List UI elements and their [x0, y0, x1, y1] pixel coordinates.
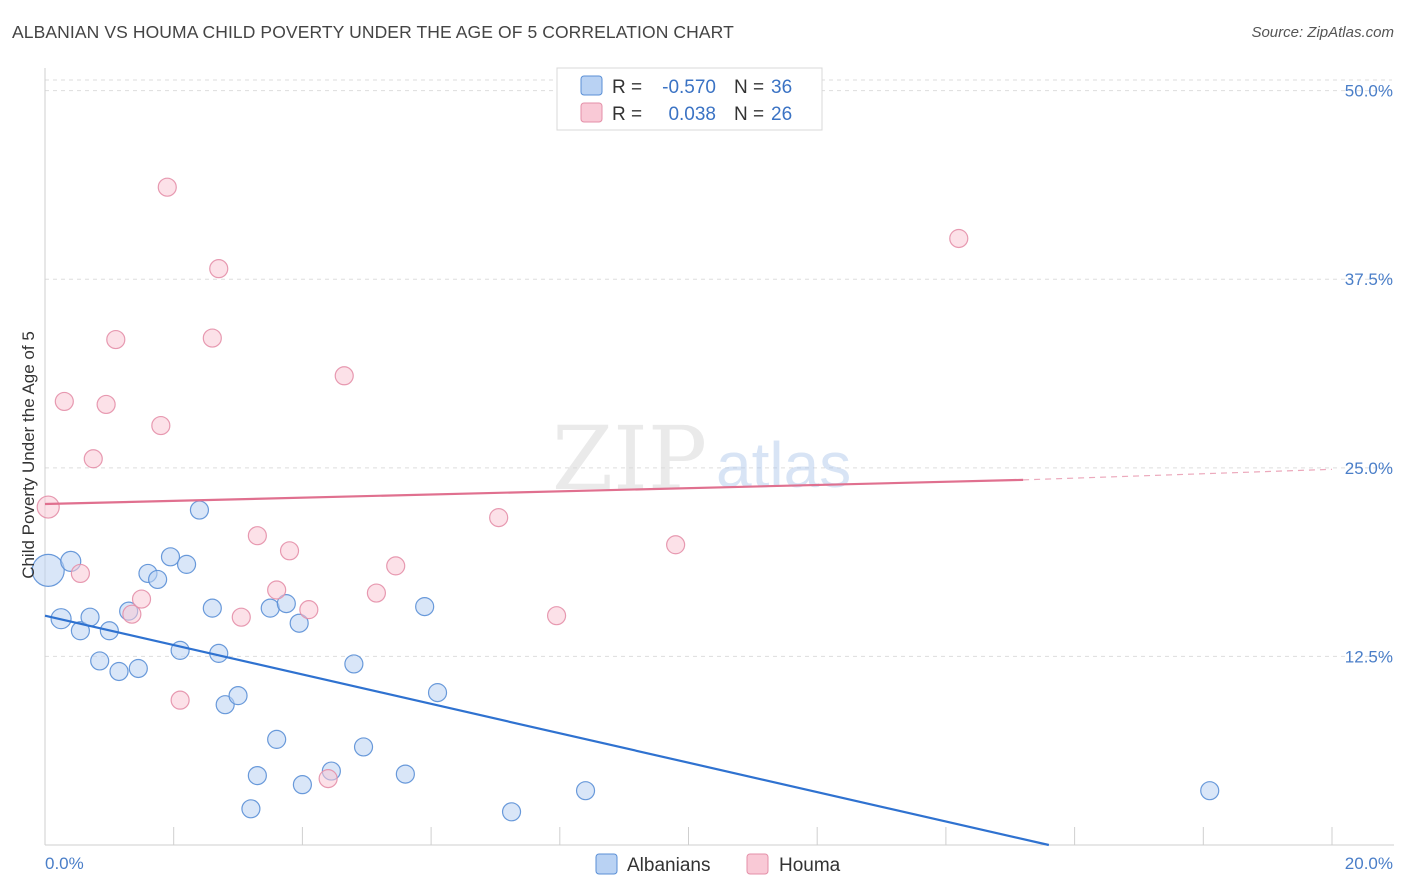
- point-houma-21: [386, 556, 406, 576]
- point-houma-3: [83, 449, 103, 469]
- point-albanians-11: [148, 569, 168, 590]
- point-houma-10: [170, 690, 190, 710]
- point-albanians-27: [353, 737, 374, 757]
- point-houma-17: [299, 600, 319, 620]
- source-label: Source: ZipAtlas.com: [1251, 24, 1394, 41]
- bottom-legend: Albanians Houma: [595, 853, 841, 876]
- point-albanians-24: [247, 765, 267, 786]
- point-houma-24: [666, 535, 686, 555]
- point-albanians-31: [427, 683, 448, 703]
- gridlines: [45, 79, 1392, 657]
- legend-r-label-houma: R =: [612, 104, 642, 125]
- point-albanians-8: [128, 658, 148, 679]
- point-houma-13: [231, 607, 251, 627]
- point-albanians-14: [189, 500, 210, 520]
- axes: [44, 68, 1394, 846]
- point-albanians-25: [292, 775, 312, 795]
- legend-r-label-albanians: R =: [612, 77, 642, 98]
- y-tick-label-1: 25.0%: [1345, 459, 1393, 478]
- point-albanians-35: [1200, 781, 1220, 801]
- point-houma-16: [279, 541, 300, 561]
- point-albanians-3: [70, 621, 90, 641]
- point-houma-14: [247, 526, 267, 546]
- point-houma-0: [36, 495, 60, 519]
- bottom-legend-swatch-houma: [746, 853, 769, 875]
- point-albanians-29: [395, 764, 415, 784]
- legend-n-value-houma: 26: [771, 104, 792, 125]
- legend-r-value-houma: 0.038: [668, 104, 716, 125]
- point-albanians-7: [109, 661, 129, 682]
- trend-lines: [44, 468, 1333, 847]
- point-albanians-21: [276, 594, 296, 614]
- point-houma-8: [151, 415, 171, 436]
- point-albanians-12: [160, 547, 181, 567]
- watermark-zip: ZIP: [552, 407, 707, 510]
- legend-n-label-houma: N =: [734, 104, 764, 125]
- point-houma-7: [131, 589, 152, 609]
- bottom-legend-label-albanians: Albanians: [627, 855, 710, 876]
- legend-swatch-houma: [580, 102, 603, 123]
- point-albanians-30: [415, 597, 435, 617]
- point-houma-11: [202, 328, 222, 348]
- point-albanians-13: [176, 554, 197, 574]
- point-houma-20: [366, 583, 387, 603]
- point-albanians-34: [241, 799, 261, 819]
- point-albanians-32: [501, 802, 522, 822]
- legend-n-label-albanians: N =: [734, 77, 764, 98]
- point-albanians-23: [267, 729, 287, 749]
- y-tick-label-0: 12.5%: [1345, 647, 1393, 666]
- point-albanians-6: [90, 651, 110, 671]
- x-tick-labels: 0.0% 20.0%: [45, 854, 1393, 873]
- point-houma-23: [546, 606, 567, 626]
- point-albanians-15: [202, 598, 222, 618]
- point-houma-6: [122, 604, 142, 624]
- point-albanians-28: [344, 654, 364, 674]
- point-houma-5: [106, 329, 126, 350]
- watermark-atlas: atlas: [716, 429, 851, 501]
- legend-swatch-albanians: [580, 75, 603, 96]
- point-houma-1: [54, 391, 74, 412]
- point-albanians-19: [228, 686, 248, 706]
- point-albanians-22: [289, 613, 309, 633]
- legend: R = -0.570 N = 36 R = 0.038 N = 26: [556, 67, 823, 131]
- point-houma-4: [96, 394, 116, 415]
- y-tick-label-3: 50.0%: [1345, 82, 1393, 101]
- x-tick-label-0: 0.0%: [45, 854, 84, 873]
- point-houma-25: [949, 228, 969, 249]
- trend-line-albanians: [44, 614, 1050, 847]
- data-points: [31, 177, 1220, 822]
- point-houma-15: [267, 580, 287, 600]
- trend-line-houma: [44, 478, 1024, 506]
- point-houma-9: [157, 177, 177, 197]
- y-axis-title: Child Poverty Under the Age of 5: [19, 331, 38, 579]
- point-houma-2: [70, 563, 90, 584]
- legend-n-value-albanians: 36: [771, 77, 792, 98]
- bottom-legend-swatch-albanians: [595, 853, 618, 875]
- point-albanians-0: [31, 553, 65, 588]
- point-houma-18: [318, 769, 338, 789]
- chart-title: ALBANIAN VS HOUMA CHILD POVERTY UNDER TH…: [12, 22, 734, 42]
- watermark: ZIP atlas: [552, 407, 851, 510]
- trend-line-dashed-houma: [1023, 468, 1333, 481]
- point-houma-22: [489, 508, 509, 528]
- bottom-legend-label-houma: Houma: [779, 855, 841, 876]
- legend-r-value-albanians: -0.570: [662, 77, 716, 98]
- point-albanians-33: [575, 781, 596, 801]
- point-houma-12: [209, 259, 229, 279]
- x-tick-label-1: 20.0%: [1345, 854, 1393, 873]
- y-tick-labels: 12.5% 25.0% 37.5% 50.0%: [1345, 82, 1393, 667]
- point-albanians-20: [260, 598, 280, 618]
- point-houma-19: [334, 366, 354, 386]
- y-tick-label-2: 37.5%: [1345, 270, 1393, 289]
